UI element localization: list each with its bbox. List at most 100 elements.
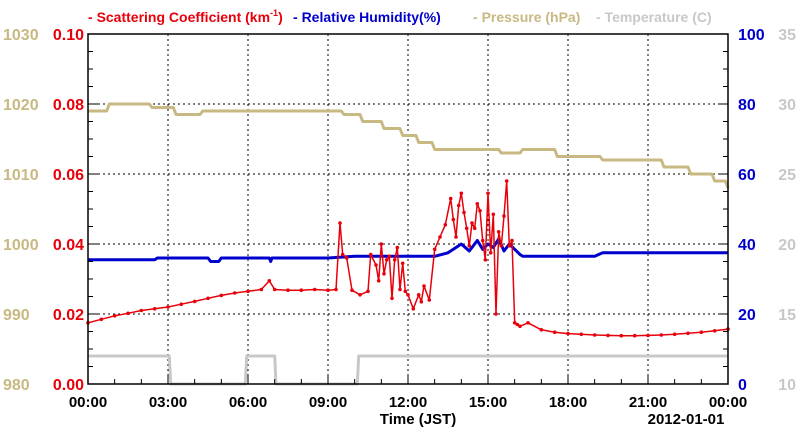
x-axis-title: Time (JST) bbox=[380, 411, 456, 428]
data-point-scattering-coefficient bbox=[312, 287, 317, 292]
x-tick-label: 21:00 bbox=[629, 394, 667, 411]
data-point-scattering-coefficient bbox=[672, 332, 677, 337]
data-point-scattering-coefficient bbox=[99, 317, 104, 322]
data-point-scattering-coefficient bbox=[166, 305, 170, 309]
x-tick-label: 18:00 bbox=[549, 394, 587, 411]
data-point-scattering-coefficient bbox=[392, 258, 397, 262]
data-point-scattering-coefficient bbox=[464, 226, 469, 231]
y-tick-label-temperature: 35 bbox=[778, 27, 796, 44]
data-point-scattering-coefficient bbox=[443, 223, 448, 227]
data-point-scattering-coefficient bbox=[387, 254, 392, 259]
y-tick-label-temperature: 10 bbox=[778, 377, 796, 394]
data-point-scattering-coefficient bbox=[470, 221, 474, 225]
data-point-scattering-coefficient bbox=[518, 324, 522, 329]
data-point-scattering-coefficient bbox=[206, 296, 210, 301]
data-point-scattering-coefficient bbox=[502, 214, 506, 218]
data-point-scattering-coefficient bbox=[480, 238, 485, 243]
data-point-scattering-coefficient bbox=[659, 333, 664, 337]
data-point-scattering-coefficient bbox=[462, 210, 466, 215]
data-point-scattering-coefficient bbox=[379, 242, 384, 246]
data-point-scattering-coefficient bbox=[606, 333, 610, 338]
x-tick-label: 09:00 bbox=[309, 394, 347, 411]
tick-layer: 00:00 03:00 06:00 09:00 12:00 15:00 18:00 21:00… bbox=[3, 27, 796, 411]
data-point-scattering-coefficient bbox=[179, 302, 184, 307]
data-point-scattering-coefficient bbox=[566, 331, 570, 336]
data-point-scattering-coefficient bbox=[478, 209, 482, 213]
data-point-scattering-coefficient bbox=[374, 263, 378, 267]
data-point-scattering-coefficient bbox=[411, 307, 416, 311]
y-tick-label-pressure: 980 bbox=[3, 377, 30, 394]
data-point-scattering-coefficient bbox=[326, 288, 330, 293]
y-tick-label-pressure: 1010 bbox=[3, 167, 39, 184]
data-point-scattering-coefficient bbox=[139, 308, 144, 313]
data-point-scattering-coefficient bbox=[232, 291, 237, 295]
data-point-scattering-coefficient bbox=[419, 300, 424, 304]
series-layer bbox=[86, 102, 730, 386]
x-tick-label: 03:00 bbox=[149, 394, 187, 411]
y-tick-label-pressure: 1030 bbox=[3, 27, 39, 44]
data-point-scattering-coefficient bbox=[350, 288, 354, 293]
x-tick-label: 12:00 bbox=[389, 394, 427, 411]
data-point-scattering-coefficient bbox=[112, 314, 117, 318]
data-point-scattering-coefficient bbox=[475, 202, 480, 206]
data-point-scattering-coefficient bbox=[699, 330, 704, 335]
data-point-scattering-coefficient bbox=[488, 251, 493, 255]
y-tick-label-scattering: 0.04 bbox=[53, 237, 84, 254]
data-point-scattering-coefficient bbox=[390, 296, 394, 301]
legend-scattering: - Scattering Coefficient (km-1) bbox=[88, 8, 283, 25]
y-tick-label-scattering: 0.10 bbox=[53, 27, 84, 44]
y-tick-label-humidity: 60 bbox=[738, 167, 756, 184]
x-tick-label: 00:00 bbox=[69, 394, 107, 411]
data-point-scattering-coefficient bbox=[712, 329, 717, 333]
legend-temperature: - Temperature (C) bbox=[596, 9, 712, 25]
legend: - Scattering Coefficient (km-1) - Relati… bbox=[88, 8, 712, 25]
data-point-scattering-coefficient bbox=[422, 284, 426, 288]
data-point-scattering-coefficient bbox=[512, 321, 517, 325]
y-tick-label-humidity: 20 bbox=[738, 307, 756, 324]
data-point-scattering-coefficient bbox=[152, 307, 157, 311]
y-tick-label-temperature: 30 bbox=[778, 97, 796, 114]
data-point-scattering-coefficient bbox=[334, 287, 338, 292]
data-point-scattering-coefficient bbox=[403, 289, 408, 294]
data-point-scattering-coefficient bbox=[246, 289, 250, 294]
y-tick-label-pressure: 1020 bbox=[3, 97, 39, 114]
data-point-scattering-coefficient bbox=[192, 299, 197, 304]
y-tick-label-humidity: 80 bbox=[738, 97, 756, 114]
y-tick-label-temperature: 15 bbox=[778, 307, 796, 324]
data-point-scattering-coefficient bbox=[510, 238, 514, 243]
series-line-temperature bbox=[88, 354, 728, 386]
x-tick-label: 06:00 bbox=[229, 394, 267, 411]
date-label: 2012-01-01 bbox=[648, 411, 725, 428]
data-point-scattering-coefficient bbox=[366, 289, 370, 294]
data-point-scattering-coefficient bbox=[472, 226, 477, 231]
data-point-scattering-coefficient bbox=[486, 191, 490, 196]
data-point-scattering-coefficient bbox=[219, 293, 224, 298]
x-tick-label: 00:00 bbox=[709, 394, 747, 411]
data-point-scattering-coefficient bbox=[368, 252, 373, 257]
data-point-scattering-coefficient bbox=[438, 235, 442, 239]
data-point-scattering-coefficient bbox=[494, 312, 498, 316]
data-point-scattering-coefficient bbox=[376, 279, 381, 283]
legend-humidity: - Relative Humidity(%) bbox=[293, 9, 441, 25]
data-point-scattering-coefficient bbox=[496, 230, 501, 234]
y-tick-label-scattering: 0.02 bbox=[53, 307, 84, 324]
y-tick-label-humidity: 0 bbox=[738, 377, 747, 394]
data-point-scattering-coefficient bbox=[454, 235, 458, 239]
data-point-scattering-coefficient bbox=[515, 322, 520, 327]
data-point-scattering-coefficient bbox=[592, 333, 597, 337]
data-point-scattering-coefficient bbox=[632, 333, 637, 338]
y-tick-label-temperature: 20 bbox=[778, 237, 796, 254]
data-point-scattering-coefficient bbox=[400, 261, 405, 266]
data-point-scattering-coefficient bbox=[686, 331, 690, 336]
data-point-scattering-coefficient bbox=[259, 287, 264, 292]
data-point-scattering-coefficient bbox=[416, 293, 421, 297]
data-point-scattering-coefficient bbox=[340, 252, 345, 257]
data-point-scattering-coefficient bbox=[491, 212, 496, 217]
data-point-scattering-coefficient bbox=[552, 330, 557, 335]
y-tick-label-temperature: 25 bbox=[778, 167, 796, 184]
data-point-scattering-coefficient bbox=[646, 333, 650, 338]
y-tick-label-pressure: 1000 bbox=[3, 237, 39, 254]
series-line-pressure bbox=[88, 102, 730, 189]
data-point-scattering-coefficient bbox=[467, 244, 472, 248]
